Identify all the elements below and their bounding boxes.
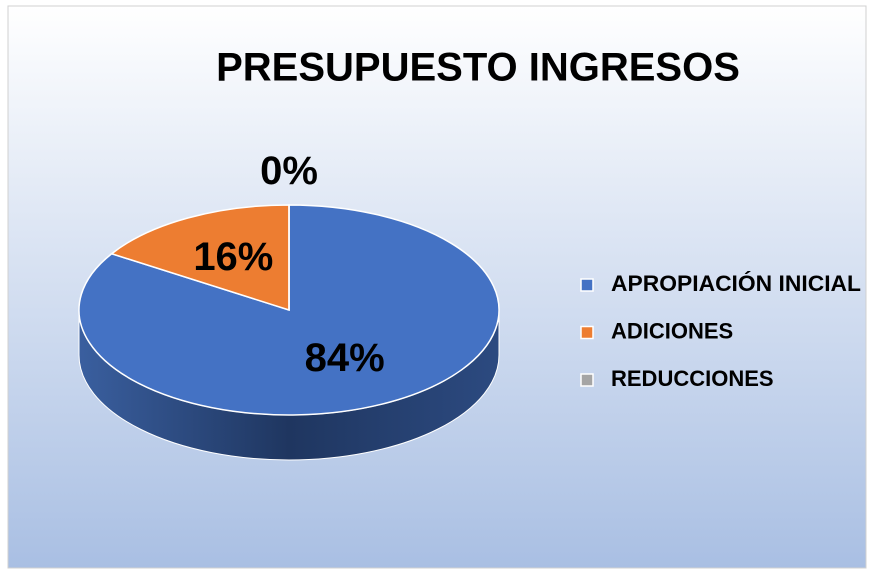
- legend-swatch: [580, 278, 594, 292]
- legend-swatch: [580, 325, 594, 340]
- data-label: 0%: [260, 149, 318, 193]
- legend-label: REDUCCIONES: [611, 366, 774, 391]
- legend-label: APROPIACIÓN INICIAL: [611, 271, 861, 296]
- data-label: 84%: [305, 336, 385, 380]
- chart-title: PRESUPUESTO INGRESOS: [216, 46, 740, 90]
- pie-slice: [110, 204, 290, 312]
- legend-swatch: [580, 373, 594, 387]
- data-label: 16%: [193, 235, 273, 279]
- legend-label: ADICIONES: [611, 318, 733, 343]
